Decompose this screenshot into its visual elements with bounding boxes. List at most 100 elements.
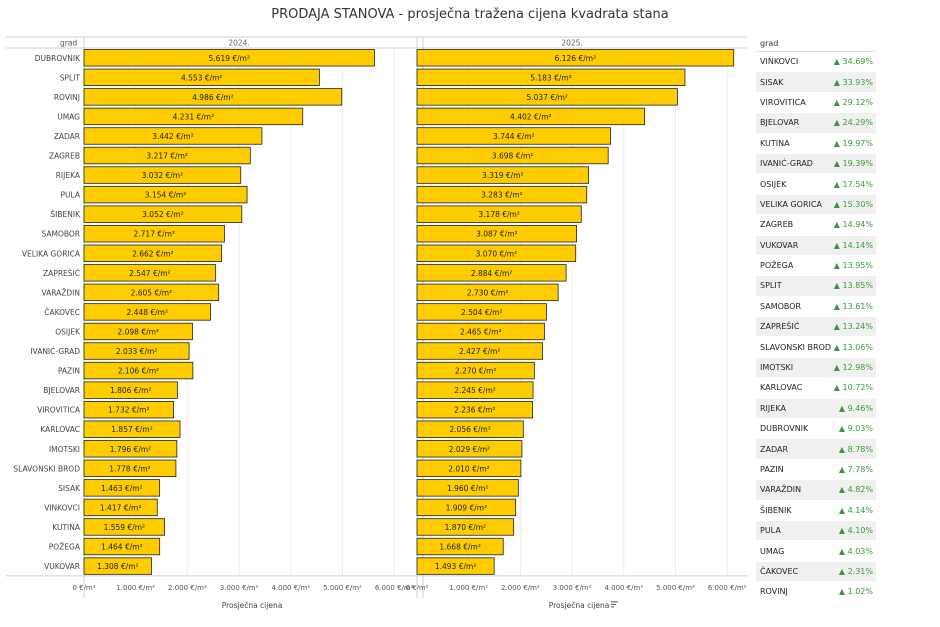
category-label: OSIJEK	[55, 327, 81, 336]
bar	[416, 459, 522, 477]
bar-data-label: 2.717 €/m²	[134, 230, 175, 239]
change-table-city: SISAK	[760, 77, 784, 87]
change-table-percent: ▲ 33.93%	[833, 77, 873, 87]
change-table-percent: ▲ 13.24%	[833, 322, 873, 332]
bar-data-label: 1.796 €/m²	[110, 445, 151, 454]
row-header-label: grad	[60, 39, 77, 48]
bar	[416, 107, 645, 126]
bar	[83, 49, 375, 67]
bar	[83, 557, 153, 575]
category-label: SLAVONSKI BROD	[13, 464, 80, 473]
bar-data-label: 2.427 €/m²	[459, 347, 500, 356]
bar	[416, 225, 577, 243]
category-label: ČAKOVEC	[44, 308, 80, 317]
change-table-percent: ▲ 4.03%	[838, 546, 873, 556]
bar-data-label: 1.559 €/m²	[104, 523, 145, 532]
bar	[83, 479, 161, 497]
bar-data-label: 2.098 €/m²	[117, 327, 158, 336]
change-table-row: SAMOBOR ▲ 13.61%	[756, 297, 876, 318]
change-table-percent: ▲ 15.30%	[833, 199, 873, 209]
change-table-percent: ▲ 4.82%	[838, 485, 873, 495]
bar	[416, 205, 582, 223]
change-table-city: SLAVONSKI BROD	[760, 342, 832, 352]
change-table-row: ČAKOVEC ▲ 2.31%	[756, 561, 876, 583]
category-label: ZADAR	[54, 132, 80, 141]
bar-data-label: 1.960 €/m²	[447, 484, 488, 493]
x-tick-label: 5.000 €/m²	[656, 584, 695, 592]
bar	[83, 420, 181, 438]
bar-data-label: 3.442 €/m²	[152, 132, 193, 141]
bar-data-label: 3.698 €/m²	[492, 152, 533, 161]
bar	[83, 303, 211, 321]
change-table-percent: ▲ 13.06%	[833, 342, 873, 352]
bar	[83, 127, 263, 145]
bar	[416, 381, 534, 399]
change-table-row: KARLOVAC ▲ 10.72%	[756, 378, 876, 399]
change-table-row: KUTINA ▲ 19.97%	[756, 134, 876, 154]
x-tick-label: 4.000 €/m²	[604, 584, 643, 592]
bar-data-label: 2.547 €/m²	[129, 269, 170, 278]
bar	[416, 557, 495, 575]
bar-data-label: 1.778 €/m²	[109, 464, 150, 473]
bar-data-label: 4.553 €/m²	[181, 73, 222, 82]
change-table-percent: ▲ 4.10%	[838, 526, 873, 536]
change-table-percent: ▲ 4.14%	[838, 505, 873, 515]
bar-data-label: 3.070 €/m²	[476, 249, 517, 258]
change-table-row: BJELOVAR ▲ 24.29%	[756, 113, 876, 134]
bar	[83, 205, 243, 223]
change-table-row: UMAG ▲ 4.03%	[756, 541, 876, 562]
change-table-city: VUKOVAR	[760, 240, 799, 250]
category-label: VELIKA GORICA	[22, 249, 81, 258]
change-table-city: SPLIT	[760, 281, 782, 291]
sort-descending-icon[interactable]	[611, 601, 619, 608]
x-tick-label: 5.000 €/m²	[323, 584, 362, 592]
change-table-row: VIROVITICA ▲ 29.12%	[756, 93, 876, 114]
bar-data-label: 2.106 €/m²	[118, 367, 159, 376]
bar-data-label: 3.283 €/m²	[481, 191, 522, 200]
change-table-row: ŠIBENIK ▲ 4.14%	[756, 501, 876, 521]
category-label: DUBROVNIK	[35, 54, 81, 63]
change-table-header: grad	[756, 36, 876, 52]
bar-data-label: 5.619 €/m²	[209, 54, 250, 63]
bar	[83, 283, 220, 302]
bar	[416, 400, 534, 419]
bar	[83, 264, 217, 282]
category-label: IVANIĆ-GRAD	[30, 347, 80, 356]
change-table-city: OSIJEK	[760, 179, 787, 189]
bar-data-label: 4.231 €/m²	[173, 112, 214, 121]
series-header-2: 2025.	[561, 39, 582, 48]
change-table-row: VINKOVCI ▲ 34.69%	[756, 52, 876, 73]
change-table-row: RIJEKA ▲ 9.46%	[756, 398, 876, 420]
x-axis-title: Prosječna cijena	[549, 601, 610, 610]
change-table-percent: ▲ 9.03%	[838, 424, 873, 434]
change-table-percent: ▲ 34.69%	[833, 57, 873, 67]
bar-data-label: 4.402 €/m²	[510, 112, 551, 121]
change-table-percent: ▲ 13.85%	[833, 281, 873, 291]
bar-data-label: 3.154 €/m²	[145, 191, 186, 200]
change-table-city: ČAKOVEC	[760, 566, 799, 576]
category-label: IMOTSKI	[49, 445, 80, 454]
change-table-percent: ▲ 14.94%	[833, 220, 873, 230]
x-tick-label: 2.000 €/m²	[168, 584, 207, 592]
bar	[83, 166, 242, 184]
bar-data-label: 1.909 €/m²	[446, 503, 487, 512]
category-label: VINKOVCI	[44, 503, 80, 512]
x-tick-label: 2.000 €/m²	[501, 584, 540, 592]
bar	[416, 146, 609, 165]
bar	[83, 185, 248, 204]
change-table-city: IMOTSKI	[760, 363, 794, 373]
category-label: UMAG	[57, 112, 80, 121]
change-table-row: VARAŽDIN ▲ 4.82%	[756, 480, 876, 501]
bar-data-label: 2.504 €/m²	[461, 308, 502, 317]
change-table-percent: ▲ 7.78%	[838, 465, 873, 474]
change-table-percent: ▲ 14.14%	[833, 240, 873, 250]
bar	[83, 440, 178, 458]
bar	[416, 322, 545, 341]
change-table-row: SPLIT ▲ 13.85%	[756, 276, 876, 297]
change-table-row: PULA ▲ 4.10%	[756, 520, 876, 542]
change-table-row: POŽEGA ▲ 13.95%	[756, 256, 876, 277]
bar-data-label: 1.732 €/m²	[108, 406, 149, 415]
bar	[416, 166, 589, 184]
change-table-city: DUBROVNIK	[760, 424, 809, 434]
bar-data-label: 3.744 €/m²	[493, 132, 534, 141]
